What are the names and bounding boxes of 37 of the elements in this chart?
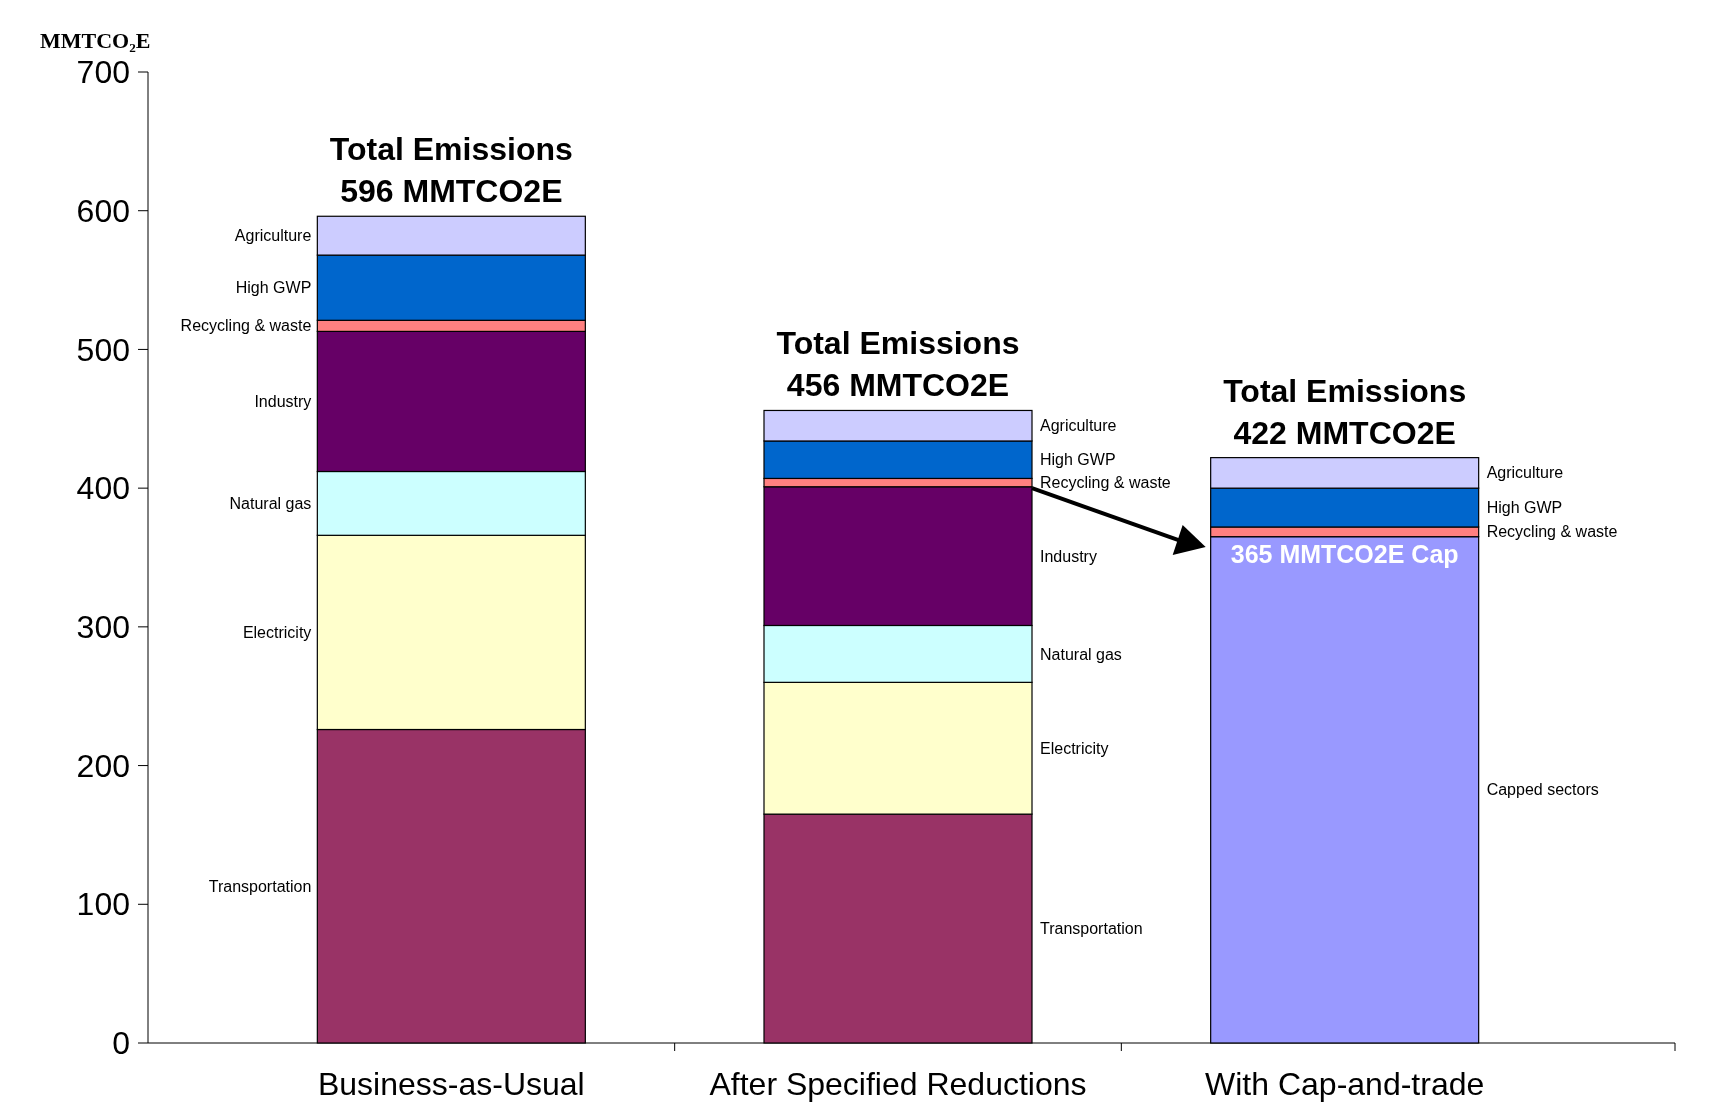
total-label: 596 MMTCO2E <box>340 173 563 210</box>
text: Recycling & waste <box>1486 523 1618 541</box>
annotation: Total Emissions <box>329 131 573 168</box>
y-tick-label: 300 <box>76 609 130 646</box>
total-label: 422 MMTCO2E <box>1233 414 1456 451</box>
series-label: Agriculture <box>234 227 312 245</box>
text: Industry <box>1040 547 1097 565</box>
y-tick-label: 400 <box>76 470 130 507</box>
y-axis-title: MMTCO₂E <box>40 28 151 53</box>
annotation: 365 MMTCO2E Cap <box>1230 539 1459 568</box>
annotation: Total Emissions <box>1223 372 1467 409</box>
series-label: Capped sectors <box>1486 781 1599 799</box>
y-tick-label: 200 <box>76 747 130 784</box>
y-tick-label: 600 <box>76 192 130 229</box>
total-label: 456 MMTCO2E <box>786 367 1010 404</box>
x-tick-label: With Cap-and-trade <box>1205 1066 1485 1102</box>
series-label: Natural gas <box>229 495 312 512</box>
annotation: Total Emissions <box>776 325 1020 362</box>
y-tick-label: 500 <box>76 331 130 368</box>
text: Agriculture <box>1486 464 1564 482</box>
text: Natural gas <box>1040 645 1122 663</box>
series-label: Transportation <box>208 877 312 895</box>
text: Recycling & waste <box>1040 474 1171 492</box>
y-tick-label: 700 <box>76 54 130 91</box>
text: Agriculture <box>1040 417 1117 435</box>
x-tick-label: Business-as-Usual <box>317 1066 585 1102</box>
y-tick-label: 0 <box>112 1025 130 1062</box>
text: High GWP <box>1486 499 1563 517</box>
text: High GWP <box>1040 451 1116 469</box>
series-label: Industry <box>254 393 312 411</box>
y-tick-label: 100 <box>76 886 130 923</box>
text: Transportation <box>1040 920 1143 938</box>
x-tick-label: After Specified Reductions <box>709 1066 1087 1102</box>
text: Electricity <box>1040 739 1109 757</box>
series-label: Recycling & waste <box>180 317 312 335</box>
series-label: High GWP <box>235 279 312 297</box>
series-label: Electricity <box>242 624 312 642</box>
